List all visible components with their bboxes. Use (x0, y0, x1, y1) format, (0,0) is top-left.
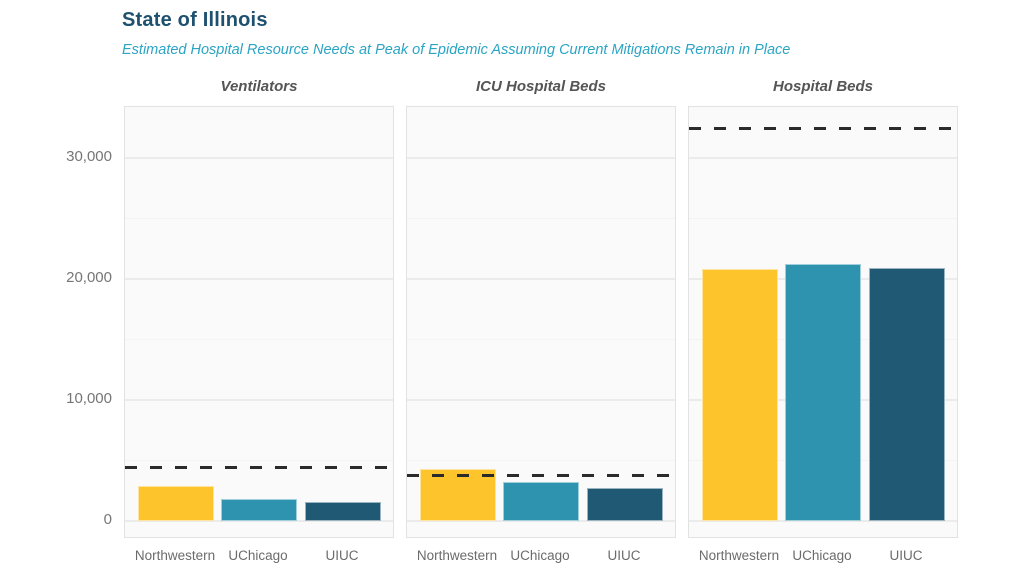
minor-gridline (407, 460, 675, 462)
facet-panel (406, 106, 676, 538)
facet-title: ICU Hospital Beds (475, 78, 607, 95)
major-gridline (689, 520, 957, 522)
facet-hospital-beds: Hospital Beds Northwestern UChicago UIUC (688, 78, 958, 563)
y-tick-label: 10,000 (66, 389, 112, 407)
facet-panel (688, 106, 958, 538)
bar-uchicago (221, 499, 297, 521)
facet-panel (124, 106, 394, 538)
x-category-label: UChicago (228, 548, 288, 563)
y-tick-label: 0 (103, 511, 112, 528)
chart-subtitle: Estimated Hospital Resource Needs at Pea… (122, 42, 791, 58)
major-gridline (125, 277, 393, 280)
minor-gridline (407, 339, 675, 341)
x-category-label: Northwestern (416, 548, 498, 563)
bar-northwestern (138, 485, 214, 521)
major-gridline (407, 277, 675, 280)
major-gridline (407, 398, 675, 401)
bar-northwestern (420, 468, 496, 521)
x-category-label: UIUC (607, 548, 641, 563)
facet-title: Hospital Beds (772, 78, 874, 95)
y-tick-label: 30,000 (66, 147, 112, 165)
minor-gridline (125, 218, 393, 220)
minor-gridline (125, 460, 393, 462)
bar-uchicago (503, 482, 579, 521)
x-category-label: UChicago (510, 548, 570, 563)
minor-gridline (689, 218, 957, 220)
bar-northwestern (702, 269, 778, 521)
bar-uiuc (869, 268, 945, 521)
facet-icu-hospital-beds: ICU Hospital Beds Northwestern UChicago UIU… (406, 78, 676, 563)
x-category-label: UChicago (792, 548, 852, 563)
bar-uiuc (587, 488, 663, 521)
major-gridline (689, 156, 957, 159)
y-axis: 0 10,000 20,000 30,000 (0, 106, 116, 538)
bar-uchicago (785, 264, 861, 521)
major-gridline (407, 520, 675, 522)
major-gridline (407, 156, 675, 159)
capacity-dashed-line (125, 465, 393, 469)
major-gridline (125, 520, 393, 522)
facet-ventilators: Ventilators Northwestern UChicago UIUC (124, 78, 394, 563)
facet-title: Ventilators (220, 78, 298, 95)
x-category-label: Northwestern (134, 548, 216, 563)
x-category-label: UIUC (889, 548, 923, 563)
capacity-dashed-line (407, 474, 675, 477)
x-category-label: UIUC (325, 548, 359, 563)
x-category-label: Northwestern (698, 548, 780, 563)
bar-uiuc (305, 501, 381, 521)
capacity-dashed-line (689, 126, 957, 130)
major-gridline (125, 398, 393, 401)
chart-title: State of Illinois (122, 9, 268, 31)
major-gridline (125, 156, 393, 159)
minor-gridline (125, 339, 393, 341)
minor-gridline (407, 218, 675, 220)
y-tick-label: 20,000 (66, 268, 112, 286)
